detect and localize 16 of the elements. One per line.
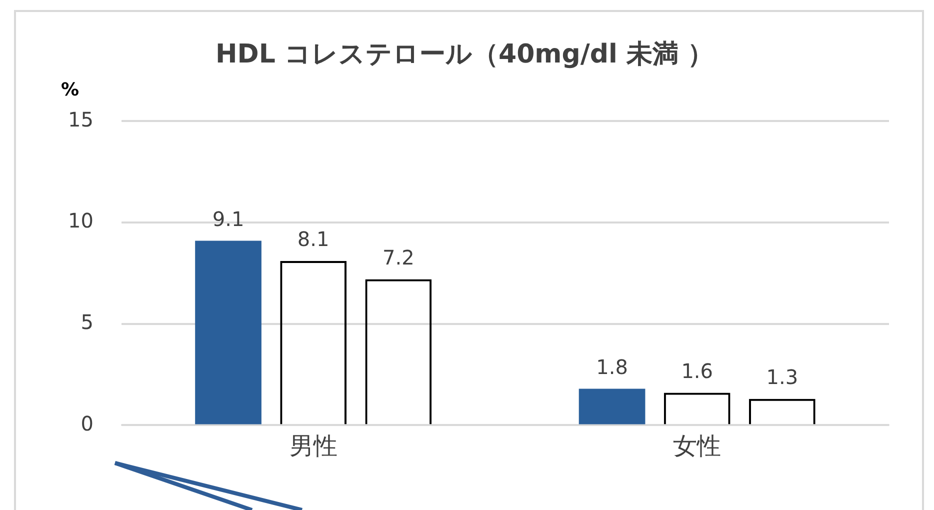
- data-label: 7.2: [382, 245, 414, 270]
- data-label: 1.8: [596, 354, 628, 379]
- bar: [578, 388, 646, 424]
- bar: [195, 240, 262, 424]
- y-axis-title: %: [60, 80, 80, 101]
- data-label: 1.6: [681, 358, 714, 383]
- y-tick-label: 0: [80, 411, 94, 436]
- x-tick-label: 女性: [673, 432, 722, 460]
- data-label: 8.1: [297, 227, 330, 252]
- data-label: 1.3: [766, 365, 798, 390]
- x-tick-label: 男性: [289, 432, 338, 460]
- y-tick-label: 5: [80, 310, 94, 334]
- chart-title: HDL コレステロール（40mg/dl 未満 ）: [216, 39, 714, 70]
- data-label: 9.1: [212, 206, 244, 231]
- y-tick-label: 15: [68, 107, 94, 132]
- y-tick-label: 10: [68, 208, 94, 233]
